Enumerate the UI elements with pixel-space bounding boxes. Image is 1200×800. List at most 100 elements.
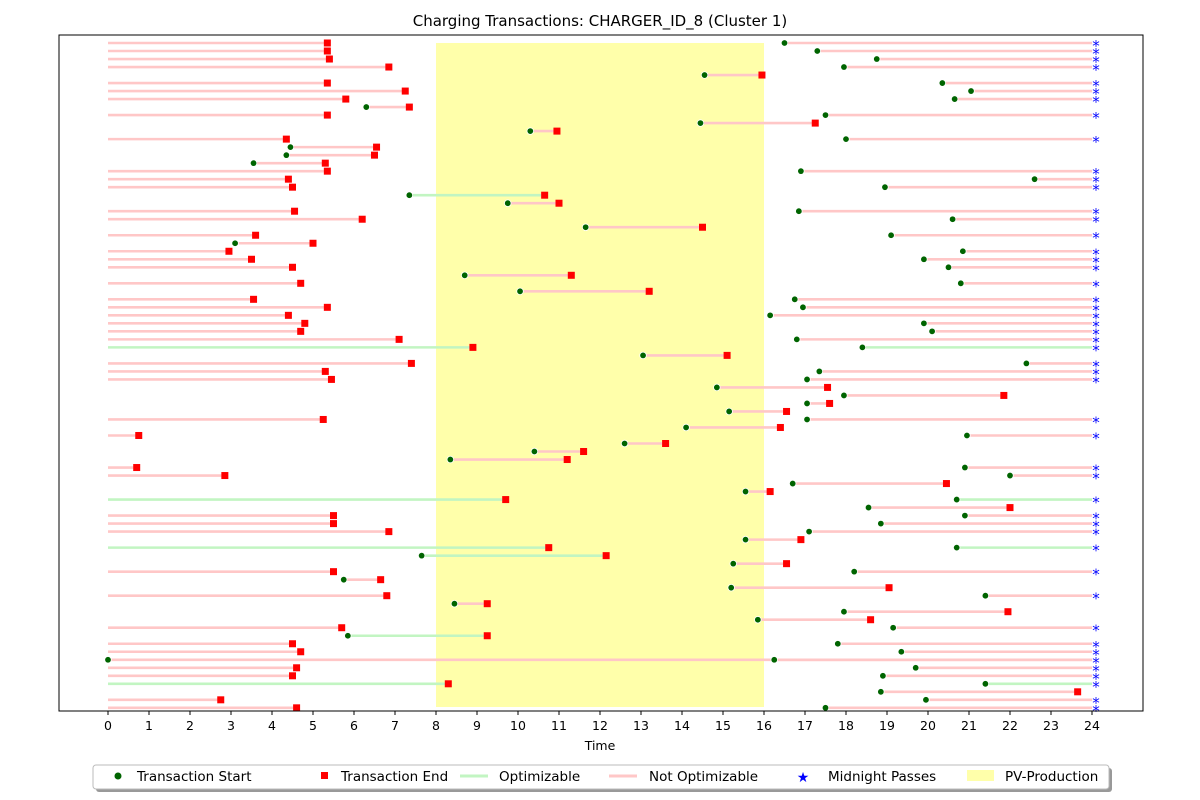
midnight-pass-marker: * bbox=[1092, 462, 1100, 480]
transaction-row: * bbox=[108, 357, 1100, 375]
transaction-row: * bbox=[104, 654, 1100, 672]
transaction-row bbox=[581, 223, 706, 231]
transaction-row bbox=[682, 423, 784, 432]
midnight-pass-marker: * bbox=[1092, 357, 1100, 375]
transaction-row: * bbox=[108, 229, 1100, 247]
midnight-pass-marker: * bbox=[1092, 510, 1100, 528]
transaction-end-point bbox=[469, 343, 477, 351]
transaction-end-point bbox=[291, 207, 299, 215]
transaction-end-point bbox=[811, 119, 819, 127]
midnight-pass-marker: * bbox=[1092, 646, 1100, 664]
transaction-end-point bbox=[323, 111, 331, 119]
transaction-start-point bbox=[530, 447, 539, 456]
transaction-end-point bbox=[563, 456, 571, 464]
transaction-end-point bbox=[699, 223, 706, 231]
transaction-end-point bbox=[373, 143, 381, 151]
transaction-end-point bbox=[567, 271, 575, 279]
transaction-start-point bbox=[780, 39, 789, 47]
transaction-row bbox=[249, 159, 329, 167]
transaction-start-point bbox=[842, 135, 850, 143]
transaction-start-point bbox=[766, 311, 774, 320]
transaction-row: * bbox=[108, 566, 1100, 584]
x-tick-label: 24 bbox=[1084, 718, 1100, 733]
transaction-end-point bbox=[250, 295, 258, 303]
transaction-end-point bbox=[323, 303, 331, 311]
midnight-pass-marker: * bbox=[1092, 662, 1100, 680]
transaction-row bbox=[840, 608, 1012, 616]
transaction-start-point bbox=[516, 287, 524, 296]
legend: Transaction Start Transaction End Optimi… bbox=[92, 764, 1112, 792]
transaction-row: * bbox=[108, 45, 1100, 63]
transaction-end-point bbox=[289, 263, 296, 271]
transaction-end-point bbox=[301, 319, 309, 327]
midnight-pass-marker: * bbox=[1092, 670, 1100, 688]
transaction-start-point bbox=[948, 215, 957, 223]
midnight-pass-marker: * bbox=[1092, 413, 1100, 431]
transaction-start-point bbox=[953, 543, 961, 552]
midnight-pass-marker: * bbox=[1092, 638, 1100, 656]
transaction-start-point bbox=[581, 223, 590, 231]
transaction-row bbox=[530, 447, 588, 456]
transaction-row: * bbox=[108, 293, 1100, 311]
transaction-end-point bbox=[405, 103, 413, 111]
midnight-pass-marker: * bbox=[1092, 293, 1100, 311]
midnight-pass-marker: * bbox=[1092, 470, 1100, 488]
midnight-pass-marker: * bbox=[1092, 277, 1100, 295]
transaction-start-point bbox=[850, 567, 858, 576]
transaction-end-point bbox=[867, 616, 875, 624]
transaction-row bbox=[741, 535, 805, 544]
transaction-row: * bbox=[108, 181, 1100, 199]
transaction-start-point bbox=[789, 479, 797, 488]
transaction-row: * bbox=[108, 429, 1100, 447]
transaction-row: * bbox=[108, 510, 1100, 528]
legend-item-optimizable: Optimizable bbox=[460, 769, 580, 785]
transaction-end-point bbox=[783, 560, 791, 568]
transaction-row bbox=[696, 119, 819, 127]
midnight-pass-marker: * bbox=[1092, 109, 1100, 127]
transaction-start-point bbox=[417, 551, 426, 560]
transaction-start-point bbox=[922, 696, 930, 704]
x-tick-label: 9 bbox=[473, 718, 481, 733]
transaction-start-point bbox=[944, 263, 953, 271]
transaction-end-point bbox=[541, 191, 549, 199]
transaction-row: * bbox=[108, 542, 1100, 560]
transaction-start-point bbox=[741, 535, 750, 544]
transaction-row: * bbox=[108, 165, 1100, 183]
transaction-start-point bbox=[877, 519, 885, 528]
transaction-row bbox=[286, 143, 381, 151]
transaction-start-point bbox=[803, 415, 811, 424]
transaction-end-point bbox=[1004, 608, 1012, 616]
transaction-start-point bbox=[938, 79, 947, 87]
transaction-row bbox=[450, 600, 491, 608]
transaction-start-point bbox=[446, 455, 455, 464]
transaction-start-point bbox=[286, 143, 295, 151]
transaction-start-point bbox=[231, 239, 239, 247]
transaction-start-point bbox=[813, 47, 821, 55]
x-tick-label: 16 bbox=[756, 718, 772, 733]
midnight-pass-marker: * bbox=[1092, 526, 1100, 544]
x-tick-label: 4 bbox=[268, 718, 276, 733]
transaction-row: * bbox=[108, 77, 1100, 95]
transaction-end-point bbox=[444, 680, 452, 688]
transaction-row bbox=[340, 575, 385, 584]
x-tick-label: 2 bbox=[186, 718, 194, 733]
transaction-start-point bbox=[981, 591, 990, 600]
midnight-pass-marker: * bbox=[1092, 37, 1100, 55]
transaction-end-point bbox=[297, 327, 305, 335]
x-tick-label: 7 bbox=[391, 718, 399, 733]
midnight-pass-marker: * bbox=[1092, 133, 1100, 151]
x-tick-label: 20 bbox=[920, 718, 936, 733]
x-tick-label: 3 bbox=[227, 718, 235, 733]
transaction-row bbox=[713, 383, 832, 392]
transaction-end-point bbox=[377, 576, 385, 584]
transaction-row: * bbox=[108, 678, 1100, 696]
midnight-pass-marker: * bbox=[1092, 213, 1100, 231]
transaction-start-point bbox=[450, 600, 459, 608]
transaction-row bbox=[461, 271, 575, 279]
transaction-end-point bbox=[826, 399, 834, 407]
transaction-row: * bbox=[108, 53, 1100, 71]
transaction-end-point bbox=[942, 480, 950, 488]
transaction-end-point bbox=[133, 464, 141, 472]
transaction-start-point bbox=[858, 343, 867, 352]
legend-midnight-label: Midnight Passes bbox=[828, 769, 936, 785]
